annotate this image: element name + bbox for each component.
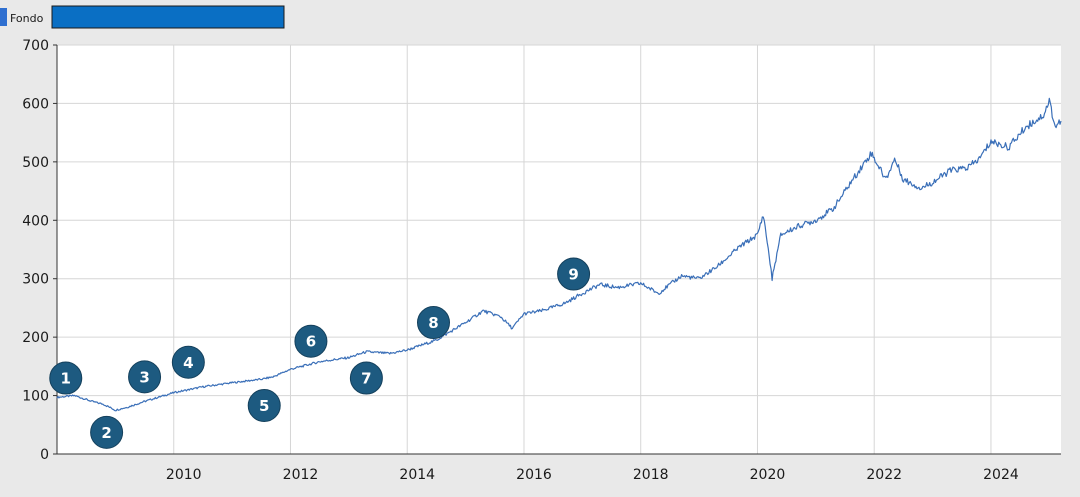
annotation-label: 5 <box>259 397 269 415</box>
annotation-circle <box>128 360 162 394</box>
annotation-circle <box>557 257 591 291</box>
y-tick-label: 500 <box>22 155 49 171</box>
x-tick-label: 2020 <box>750 467 786 483</box>
x-tick-label: 2018 <box>633 467 669 483</box>
legend[interactable]: Fondo <box>0 5 285 29</box>
annotation-label: 1 <box>61 370 71 388</box>
y-tick-label: 300 <box>22 272 49 288</box>
annotation-circle <box>247 389 281 423</box>
annotation-circle <box>417 306 450 340</box>
annotation-marker-8[interactable]: 8 <box>417 306 450 340</box>
y-tick-label: 0 <box>40 447 49 463</box>
annotation-circle <box>349 361 383 395</box>
series <box>56 97 1062 412</box>
annotation-marker-2[interactable]: 2 <box>90 415 124 449</box>
annotation-label: 6 <box>306 333 316 351</box>
annotation-circle <box>294 324 328 358</box>
annotation-label: 8 <box>428 314 438 332</box>
annotation-circle <box>171 345 205 379</box>
y-tick-label: 200 <box>22 330 49 346</box>
y-tick-label: 100 <box>22 389 49 405</box>
annotation-marker-3[interactable]: 3 <box>128 360 162 394</box>
plot-area <box>57 45 1061 454</box>
annotation-marker-5[interactable]: 5 <box>247 389 281 423</box>
annotation-label: 4 <box>183 354 193 372</box>
legend-label: Fondo <box>10 12 44 25</box>
annotation-circle <box>49 361 83 395</box>
annotation-marker-1[interactable]: 1 <box>49 361 83 395</box>
x-tick-label: 2014 <box>399 467 435 483</box>
x-tick-label: 2022 <box>866 467 902 483</box>
annotation-marker-4[interactable]: 4 <box>171 345 205 379</box>
annotations: 1 2 3 4 5 6 7 8 9 <box>49 257 591 449</box>
annotation-label: 2 <box>101 424 111 442</box>
annotation-label: 3 <box>139 368 149 386</box>
x-tick-label: 2024 <box>983 467 1019 483</box>
series-line-fondo <box>56 97 1062 412</box>
annotation-marker-6[interactable]: 6 <box>294 324 328 358</box>
y-tick-labels: 0 100 200 300 400 500 600 700 <box>22 38 57 463</box>
y-tick-label: 600 <box>22 96 49 112</box>
annotation-marker-9[interactable]: 9 <box>557 257 591 291</box>
annotation-marker-7[interactable]: 7 <box>349 361 383 395</box>
legend-bar <box>51 5 285 29</box>
annotation-label: 9 <box>568 266 578 284</box>
x-tick-label: 2012 <box>283 467 319 483</box>
x-tick-labels: 2010 2012 2014 2016 2018 2020 2022 2024 <box>166 467 1019 483</box>
legend-swatch <box>0 8 7 26</box>
y-tick-label: 400 <box>22 213 49 229</box>
annotation-circle <box>90 415 124 449</box>
x-tick-label: 2010 <box>166 467 202 483</box>
annotation-label: 7 <box>361 370 371 388</box>
y-tick-label: 700 <box>22 38 49 54</box>
x-tick-label: 2016 <box>516 467 552 483</box>
